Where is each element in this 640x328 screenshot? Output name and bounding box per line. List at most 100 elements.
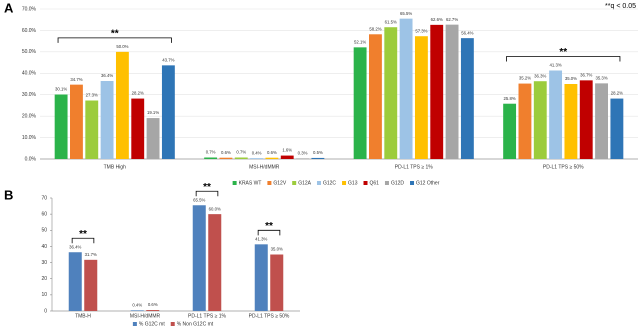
value-label: 52.1%	[354, 39, 366, 44]
y-tick-label: 60.0%	[22, 28, 37, 34]
bar	[146, 118, 160, 159]
bar	[533, 81, 547, 159]
y-tick-label: 40	[41, 244, 47, 250]
bar	[399, 18, 413, 160]
value-label: 58.2%	[369, 26, 381, 31]
bar	[369, 34, 382, 159]
y-tick-label: 10.0%	[22, 135, 37, 141]
bar	[234, 157, 248, 159]
value-label: 0.4%	[132, 302, 142, 307]
y-tick-label: 70	[41, 195, 47, 201]
value-label: 36.4%	[101, 73, 113, 78]
value-label: 0.6%	[221, 150, 231, 155]
y-tick-label: 0	[44, 308, 47, 314]
bar	[595, 83, 608, 159]
legend-label: % G12C mt	[139, 321, 165, 327]
value-label: 35.2%	[519, 76, 531, 81]
bar	[100, 81, 114, 159]
value-label: 56.4%	[461, 30, 473, 35]
legend-swatch	[292, 181, 297, 185]
value-label: 41.3%	[255, 236, 267, 241]
legend-label: G13	[348, 180, 358, 186]
value-label: 1.6%	[282, 148, 292, 153]
legend-swatch	[363, 181, 368, 185]
value-label: 31.7%	[85, 252, 97, 257]
significance-bracket	[195, 190, 219, 197]
bar	[280, 155, 294, 159]
value-label: 0.7%	[236, 150, 246, 155]
value-label: 28.2%	[611, 91, 623, 96]
value-label: 0.6%	[267, 150, 277, 155]
value-label: 27.3%	[86, 93, 98, 98]
bar	[518, 83, 532, 159]
value-label: 36.3%	[534, 73, 546, 78]
bar	[460, 38, 474, 160]
value-label: 35.3%	[595, 75, 607, 80]
x-tick-label: MSI-H/dMMR	[249, 164, 280, 170]
bar	[54, 94, 68, 159]
y-tick-label: 60	[41, 211, 47, 217]
bar	[219, 157, 233, 159]
bar	[204, 157, 218, 159]
value-label: 41.3%	[549, 63, 561, 68]
bar	[70, 84, 83, 159]
value-label: 28.2%	[132, 91, 144, 96]
legend-swatch	[410, 181, 415, 185]
x-tick-label: PD-L1 TPS ≥ 50%	[543, 164, 584, 170]
significance-bracket	[506, 56, 621, 62]
significance-note: **q < 0.05	[605, 3, 636, 10]
bar	[610, 98, 624, 159]
significance-mark: **	[203, 182, 211, 193]
bar	[353, 47, 367, 159]
y-tick-label: 50.0%	[22, 49, 37, 55]
y-tick-label: 30	[41, 260, 47, 266]
legend-swatch	[267, 181, 272, 185]
bar	[131, 98, 145, 159]
bar	[208, 214, 222, 311]
bar	[161, 65, 175, 159]
x-tick-label: PD-L1 TPS ≥ 1%	[188, 313, 226, 319]
significance-bracket	[57, 37, 172, 43]
legend-swatch	[232, 181, 237, 185]
value-label: 36.7%	[580, 72, 592, 77]
value-label: 0.5%	[313, 150, 323, 155]
y-tick-label: 20	[41, 276, 47, 282]
bar	[265, 157, 279, 159]
bar	[84, 259, 98, 311]
value-label: 34.7%	[70, 77, 82, 82]
legend-label: G12C	[323, 180, 336, 186]
bar	[311, 157, 325, 159]
value-label: 0.7%	[206, 150, 216, 155]
legend-label: G12 Other	[416, 180, 440, 186]
value-label: 36.4%	[69, 244, 81, 249]
legend-swatch	[342, 181, 347, 185]
value-label: 43.7%	[162, 57, 174, 62]
y-tick-label: 20.0%	[22, 113, 37, 119]
value-label: 35.0%	[271, 247, 283, 252]
x-tick-label: MSI-H/dMMR	[130, 313, 161, 319]
bar	[85, 100, 99, 159]
y-tick-label: 30.0%	[22, 92, 37, 98]
bar	[296, 158, 309, 159]
y-tick-label: 40.0%	[22, 71, 37, 77]
legend-swatch	[132, 322, 137, 326]
value-label: 30.1%	[55, 87, 67, 92]
value-label: 57.3%	[415, 28, 427, 33]
legend-label: G12D	[391, 180, 404, 186]
value-label: 19.1%	[147, 110, 159, 115]
legend-label: % Non G12C mt	[177, 321, 214, 327]
x-tick-label: PD-L1 TPS ≥ 1%	[395, 164, 433, 170]
value-label: 35.0%	[565, 76, 577, 81]
significance-mark: **	[111, 28, 119, 39]
bar	[130, 310, 144, 311]
value-label: 60.0%	[209, 206, 221, 211]
legend-label: G12V	[273, 180, 286, 186]
bar	[430, 24, 444, 159]
significance-mark: **	[559, 47, 567, 58]
legend-label: Q61	[370, 180, 380, 186]
legend-label: KRAS WT	[239, 180, 262, 186]
bar	[549, 70, 563, 159]
value-label: 25.8%	[504, 96, 516, 101]
value-label: 65.5%	[400, 11, 412, 16]
bar	[503, 103, 517, 159]
